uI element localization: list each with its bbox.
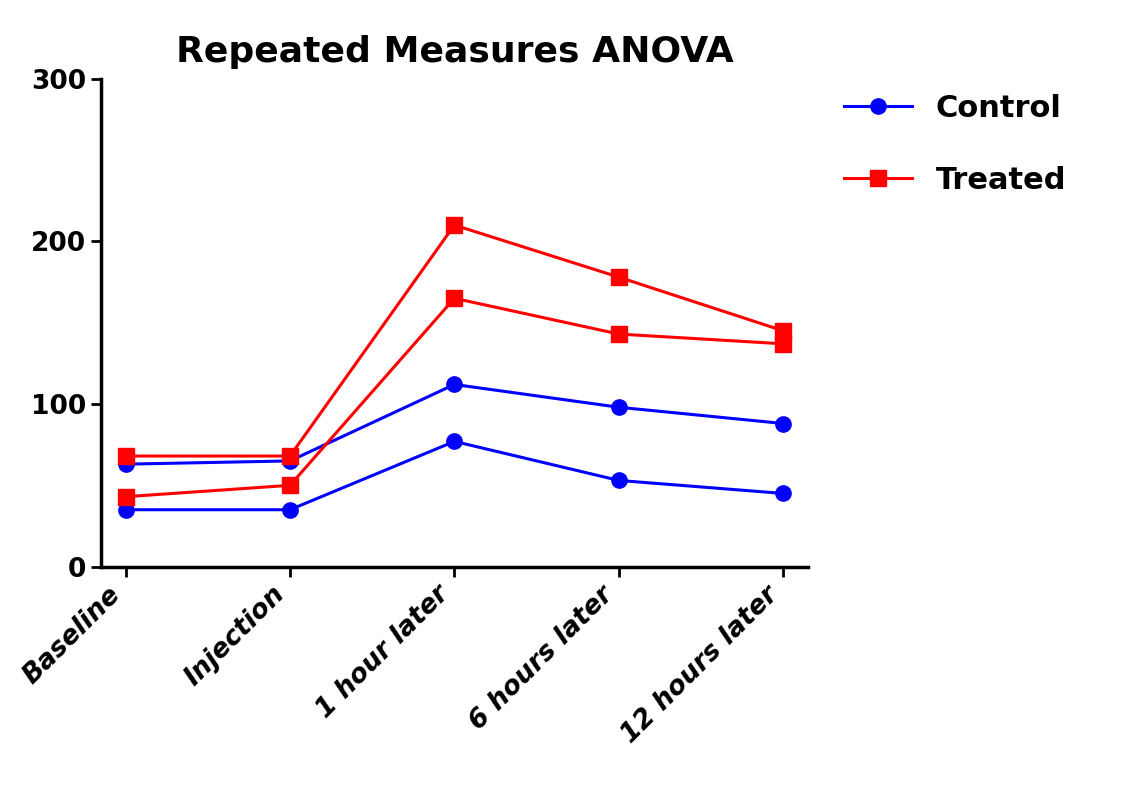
Title: Repeated Measures ANOVA: Repeated Measures ANOVA bbox=[175, 35, 734, 69]
Legend: Control, Treated: Control, Treated bbox=[845, 94, 1067, 194]
